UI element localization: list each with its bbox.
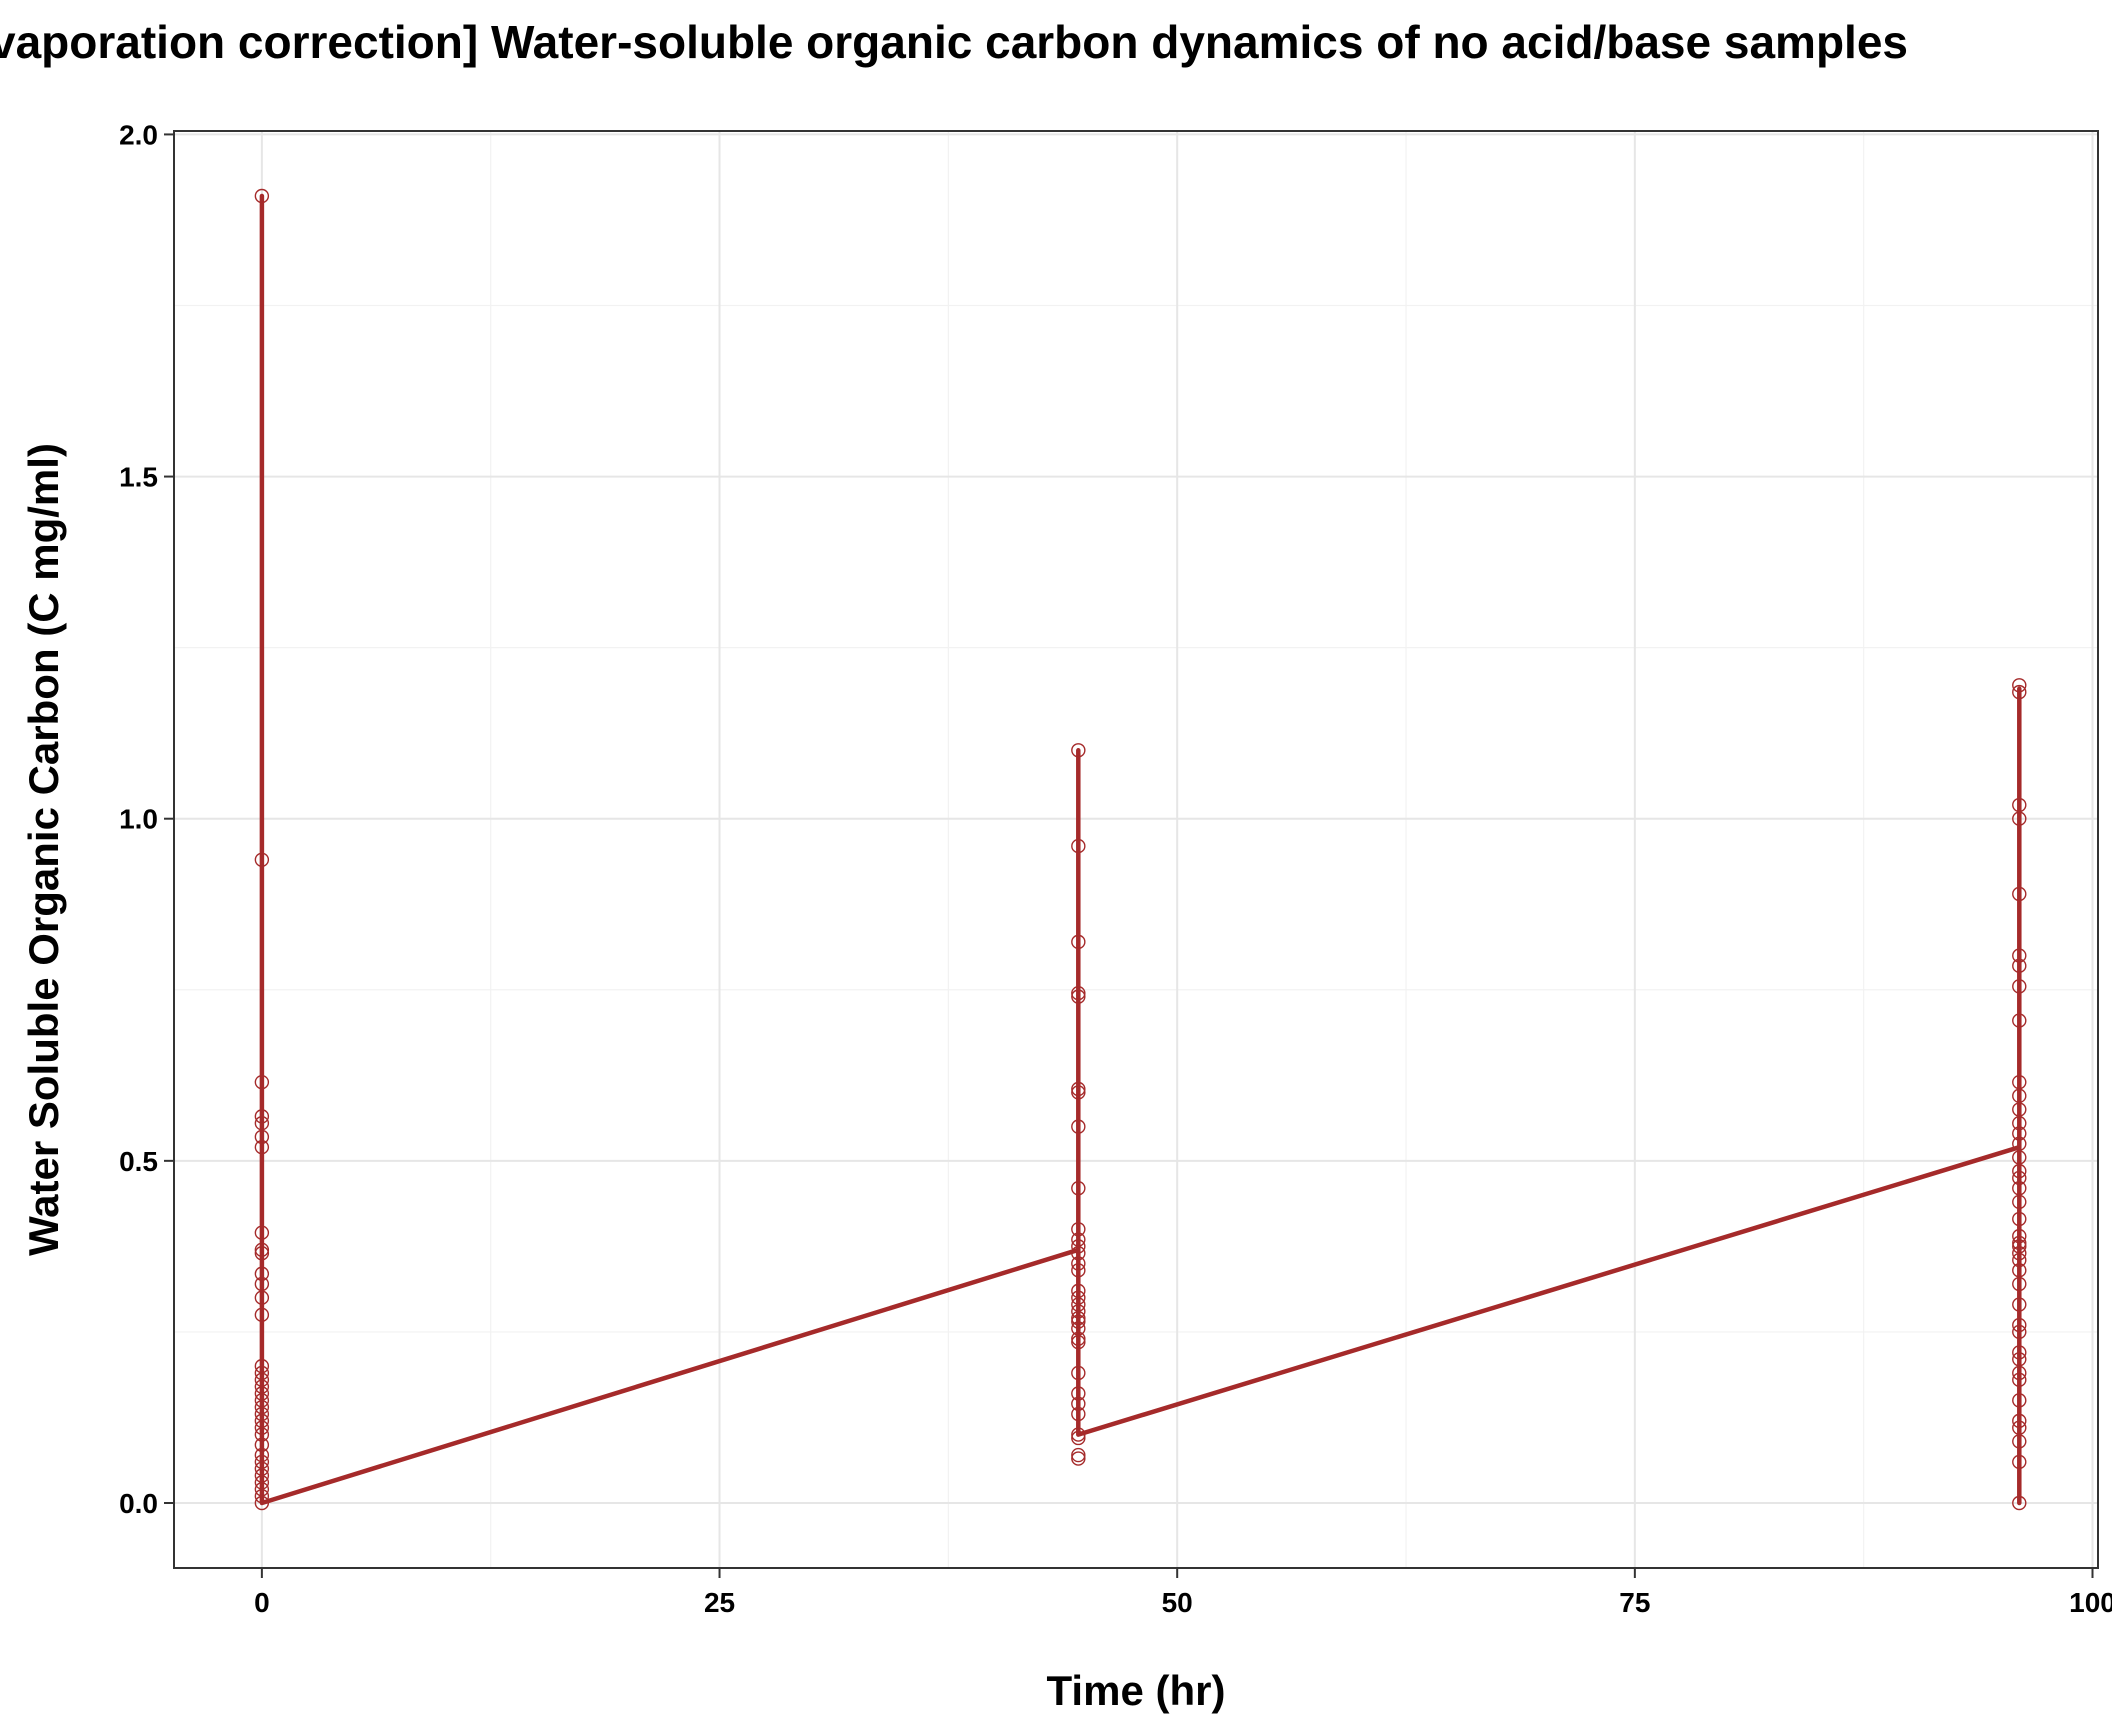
data-point [2012, 1194, 2027, 1210]
data-point [2012, 1170, 2027, 1186]
data-point [1071, 1396, 1086, 1411]
data-point [254, 1307, 270, 1323]
x-axis-tick-labels: 0 25 50 75 100 [254, 1587, 2112, 1618]
data-point [1071, 1430, 1086, 1446]
data-point [1071, 1085, 1086, 1100]
data-point [2012, 1317, 2027, 1333]
data-point [1071, 1081, 1086, 1097]
data-point [1071, 1119, 1086, 1134]
y-tick-label: 1.0 [119, 804, 158, 835]
chart-title: vaporation correction] Water-soluble org… [0, 12, 2112, 72]
data-point [1071, 1406, 1086, 1422]
series-line [259, 193, 2022, 1506]
data-point [1071, 1246, 1086, 1261]
x-axis-title: Time (hr) [1047, 1667, 1226, 1714]
data-point [2012, 948, 2027, 963]
data-point [254, 1488, 270, 1504]
data-point [1071, 1263, 1086, 1278]
data-point [2012, 1413, 2027, 1429]
data-point [1071, 1222, 1086, 1237]
data-point [2012, 678, 2027, 693]
data-point [1071, 986, 1086, 1001]
data-point [1071, 989, 1086, 1004]
data-point [1071, 1427, 1086, 1442]
x-tick-label: 25 [704, 1587, 735, 1618]
data-point [254, 1225, 270, 1240]
data-point [1071, 1256, 1086, 1271]
data-point [2012, 1393, 2027, 1408]
y-tick-label: 0.0 [119, 1488, 158, 1519]
data-point [1071, 1365, 1086, 1381]
data-point [1071, 1239, 1086, 1254]
data-point [2012, 1013, 2027, 1028]
data-point [254, 852, 270, 867]
data-point [254, 1495, 270, 1511]
x-tick-label: 0 [254, 1587, 270, 1618]
axis-ticks [164, 133, 2094, 1578]
data-point [254, 1290, 270, 1305]
data-point [1071, 1386, 1086, 1401]
data-point [2012, 1276, 2027, 1292]
data-point [2012, 1235, 2027, 1251]
y-axis-tick-labels: 0.0 0.5 1.0 1.5 2.0 [119, 119, 158, 1519]
data-point [254, 1242, 270, 1258]
data-point [2012, 1434, 2027, 1449]
data-point [2012, 1495, 2027, 1511]
data-point [2012, 958, 2027, 974]
data-point [2012, 1163, 2027, 1179]
data-point [254, 1246, 270, 1261]
y-tick-label: 2.0 [119, 119, 158, 150]
plot-panel-border [173, 130, 2099, 1569]
data-point [1071, 1331, 1086, 1346]
data-point [2012, 1246, 2027, 1261]
data-point [254, 1420, 270, 1435]
data-point [2012, 1116, 2027, 1131]
data-point [2012, 979, 2027, 994]
x-tick-label: 50 [1162, 1587, 1193, 1618]
data-points [254, 188, 2027, 1511]
data-point [254, 1139, 270, 1155]
data-point [2012, 1365, 2027, 1381]
data-point [254, 1437, 270, 1453]
data-point [1071, 1314, 1086, 1329]
series-polyline [259, 193, 2022, 1506]
data-point [1071, 934, 1086, 950]
data-point [2012, 886, 2027, 902]
data-point [2012, 1297, 2027, 1312]
data-point [1071, 743, 1086, 758]
data-point [2012, 1126, 2027, 1141]
grid-lines [174, 131, 2098, 1568]
data-point [1071, 1311, 1086, 1326]
x-tick-label: 75 [1619, 1587, 1650, 1618]
y-axis-title: Water Soluble Organic Carbon (C mg/ml) [20, 443, 67, 1256]
data-point [2012, 1345, 2027, 1360]
y-tick-label: 1.5 [119, 462, 158, 493]
data-point [2012, 1211, 2027, 1227]
x-tick-label: 100 [2069, 1587, 2112, 1618]
data-point [1071, 1334, 1086, 1350]
data-point [2012, 684, 2027, 700]
data-point [2012, 1372, 2027, 1388]
data-point [2012, 1324, 2027, 1340]
data-point [254, 1266, 270, 1281]
data-point [2012, 1228, 2027, 1244]
data-point [2012, 1454, 2027, 1470]
data-point [254, 1129, 270, 1145]
y-tick-label: 0.5 [119, 1146, 158, 1177]
data-point [254, 1109, 270, 1124]
chart-title-text: vaporation correction] Water-soluble org… [0, 16, 1908, 68]
data-point [254, 1074, 270, 1090]
data-point [254, 188, 270, 204]
data-point [1071, 1181, 1086, 1196]
data-point [1071, 1304, 1086, 1319]
data-point [254, 1427, 270, 1442]
data-point [1071, 838, 1086, 854]
data-point [1071, 1451, 1086, 1466]
data-point [2012, 1252, 2027, 1268]
data-point [1071, 1447, 1086, 1463]
data-point [2012, 811, 2027, 826]
